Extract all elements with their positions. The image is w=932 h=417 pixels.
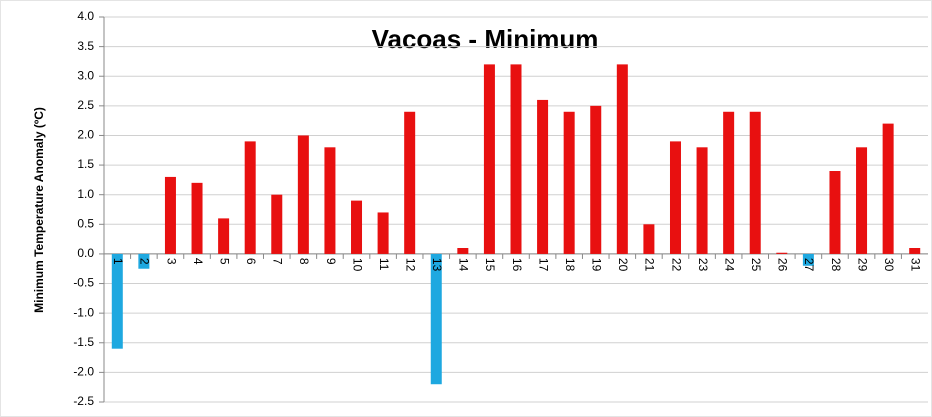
x-tick-label: 14 [457,258,471,272]
y-tick-label: 0.5 [77,216,94,230]
y-tick-label: -2.5 [73,394,94,408]
x-tick-label: 9 [324,258,338,265]
bar [191,182,203,254]
bar [590,105,602,254]
y-tick-label: 0.0 [77,246,94,260]
x-tick-label: 30 [882,258,896,272]
bar [430,253,442,385]
bar [723,111,735,254]
y-tick-label: 4.0 [77,9,94,23]
y-tick-label: -1.0 [73,305,94,319]
bar [882,123,894,254]
y-tick-label: 3.0 [77,68,94,82]
bar [563,111,575,254]
x-tick-label: 11 [377,258,391,271]
x-tick-label: 15 [483,258,497,272]
bar [510,64,522,254]
bar [164,176,176,254]
bar [696,147,708,254]
x-tick-label: 29 [855,258,869,272]
y-tick-label: 2.0 [77,128,94,142]
bar [483,64,495,254]
bar [244,141,256,254]
bar [749,111,761,254]
bar [351,200,363,254]
x-tick-label: 28 [829,258,843,272]
bar [537,99,549,254]
x-tick-label: 5 [217,258,231,265]
bar [776,252,788,254]
x-tick-label: 21 [643,258,657,272]
bar [457,248,469,254]
y-tick-label: -1.5 [73,335,94,349]
x-tick-label: 3 [164,258,178,265]
x-tick-label: 18 [563,258,577,272]
y-tick-label: -2.0 [73,365,94,379]
x-tick-label: 23 [696,258,710,272]
bar [404,111,416,254]
x-tick-label: 1 [111,258,125,265]
x-tick-label: 7 [271,258,285,265]
bar [218,218,230,254]
x-tick-label: 16 [510,258,524,272]
x-tick-label: 20 [616,258,630,272]
bar [297,135,309,254]
x-tick-label: 10 [350,258,364,272]
bar [111,253,123,349]
bar [377,212,389,254]
x-tick-label: 4 [191,258,205,265]
bar [909,248,921,254]
bar [616,64,628,254]
y-tick-label: 1.0 [77,187,94,201]
bar [138,253,150,269]
x-tick-label: 24 [722,258,736,272]
bar [802,253,814,266]
x-tick-label: 13 [430,258,444,272]
y-tick-label: 2.5 [77,98,94,112]
x-tick-label: 6 [244,258,258,265]
bar [271,194,283,254]
bar [324,147,336,254]
bar [643,224,655,254]
x-tick-label: 26 [776,258,790,272]
x-tick-label: 19 [590,258,604,272]
x-tick-label: 27 [802,258,816,272]
bar [669,141,681,254]
y-tick-label: 1.5 [77,157,94,171]
x-tick-label: 25 [749,258,763,272]
x-tick-label: 17 [536,258,550,272]
bar [856,147,868,254]
y-axis-title: Minimum Temperature Anomaly (ºC) [32,107,46,313]
x-tick-label: 22 [669,258,683,272]
x-tick-label: 2 [138,258,152,265]
x-tick-label: 12 [404,258,418,272]
chart-title: Vacoas - Minimum [372,24,599,54]
y-tick-label: -0.5 [73,276,94,290]
bar [829,171,841,254]
x-tick-label: 31 [909,258,923,272]
y-tick-label: 3.5 [77,39,94,53]
x-tick-label: 8 [297,258,311,265]
